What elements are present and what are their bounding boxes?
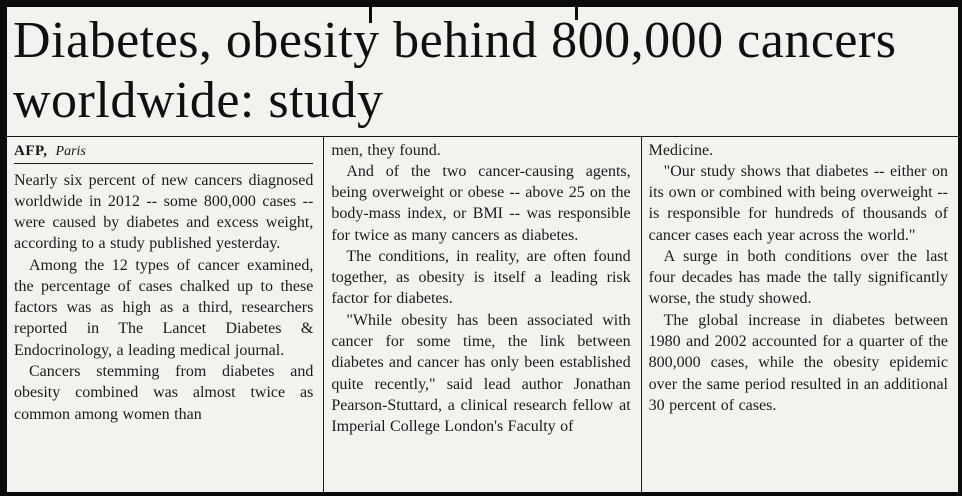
paragraph: Among the 12 types of cancer examined, t… [14, 256, 314, 359]
column-divider [323, 136, 325, 492]
paragraph: Cancers stemming from diabetes and obesi… [14, 363, 314, 423]
paragraph: "Our study shows that diabetes -- either… [648, 162, 948, 244]
byline: AFP, Paris [14, 140, 313, 161]
column-rule-remnant-icon [575, 7, 578, 20]
paragraph: "While obesity has been associated with … [331, 311, 631, 436]
paragraph: And of the two cancer-causing agents, be… [331, 162, 631, 244]
paragraph: Medicine. [648, 141, 714, 159]
headline-divider [7, 135, 958, 137]
paragraph: The conditions, in reality, are often fo… [331, 247, 631, 308]
article-body: AFP, Paris Nearly six percent of new can… [7, 136, 958, 492]
byline-agency: AFP, [14, 142, 48, 159]
column-2: men, they found. And of the two cancer-c… [324, 137, 640, 492]
paragraph: Nearly six percent of new cancers diagno… [14, 171, 314, 253]
column-divider [640, 136, 642, 492]
column-1: AFP, Paris Nearly six percent of new can… [7, 137, 323, 492]
paragraph: A surge in both conditions over the last… [648, 247, 948, 308]
column-rule-remnant-icon [369, 7, 372, 23]
column-3: Medicine. "Our study shows that diabetes… [642, 137, 958, 492]
byline-divider [14, 162, 314, 164]
paragraph: The global increase in diabetes between … [648, 311, 948, 414]
headline: Diabetes, obesity behind 800,000 cancers… [13, 12, 897, 130]
paragraph: men, they found. [331, 141, 441, 159]
byline-location: Paris [55, 143, 86, 159]
